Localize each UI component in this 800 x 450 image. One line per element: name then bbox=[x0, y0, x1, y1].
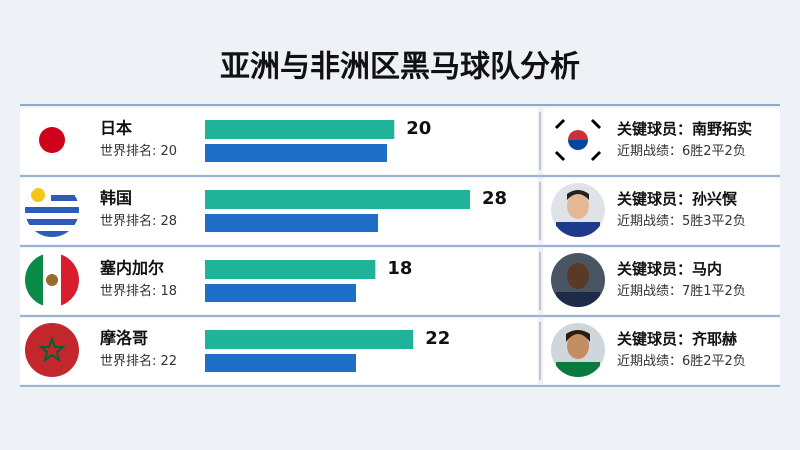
bar-label: 20 bbox=[406, 118, 431, 139]
rank-label: 世界排名: bbox=[100, 283, 161, 299]
rank-bar bbox=[205, 190, 470, 209]
player-label: 关键球员： bbox=[617, 260, 692, 278]
card-right bbox=[543, 318, 780, 384]
record-value: 6胜2平2负 bbox=[682, 144, 746, 159]
record-value: 6胜2平2负 bbox=[682, 354, 746, 369]
record-value: 7胜1平2负 bbox=[682, 284, 746, 299]
secondary-bar bbox=[205, 144, 387, 162]
recent-record: 近期战绩：6胜2平2负 bbox=[617, 354, 746, 369]
recent-record: 近期战绩：5胜3平2负 bbox=[617, 214, 746, 229]
card-right bbox=[543, 108, 780, 174]
rank-label: 世界排名: bbox=[100, 143, 161, 159]
card-left bbox=[20, 178, 538, 244]
flag-korea bbox=[551, 113, 605, 167]
rank-value: 20 bbox=[161, 144, 178, 159]
player-name: 马内 bbox=[692, 260, 722, 278]
bar-label: 28 bbox=[482, 188, 507, 209]
card-left bbox=[20, 108, 538, 174]
team-name: 日本 bbox=[100, 119, 132, 138]
flag-japan bbox=[25, 113, 79, 167]
rank-bar bbox=[205, 120, 395, 139]
secondary-bar bbox=[205, 284, 356, 302]
recent-record: 近期战绩：7胜1平2负 bbox=[617, 284, 746, 299]
player-name: 南野拓实 bbox=[692, 120, 752, 138]
flag-uruguay bbox=[25, 183, 79, 237]
record-label: 近期战绩： bbox=[617, 354, 682, 369]
team-name: 韩国 bbox=[100, 189, 132, 208]
world-rank: 世界排名: 22 bbox=[100, 353, 177, 369]
rank-bar bbox=[205, 330, 414, 349]
key-player: 关键球员：马内 bbox=[617, 260, 722, 278]
secondary-bar bbox=[205, 214, 378, 232]
flag-mexico bbox=[25, 253, 79, 307]
card-right bbox=[543, 248, 780, 314]
rank-label: 世界排名: bbox=[100, 213, 161, 229]
bar-label: 18 bbox=[387, 258, 412, 279]
world-rank: 世界排名: 20 bbox=[100, 143, 177, 159]
key-player: 关键球员：孙兴慏 bbox=[617, 190, 737, 208]
rank-value: 22 bbox=[161, 354, 178, 369]
team-name: 塞内加尔 bbox=[100, 259, 164, 278]
secondary-bar bbox=[205, 354, 356, 372]
rank-label: 世界排名: bbox=[100, 353, 161, 369]
card-right bbox=[543, 178, 780, 244]
player-photo bbox=[551, 183, 605, 237]
rank-value: 28 bbox=[161, 214, 178, 229]
key-player: 关键球员：齐耶赫 bbox=[617, 330, 737, 348]
team-name: 摩洛哥 bbox=[100, 329, 148, 348]
record-value: 5胜3平2负 bbox=[682, 214, 746, 229]
bar-label: 22 bbox=[425, 328, 450, 349]
rank-bar bbox=[205, 260, 376, 279]
record-label: 近期战绩： bbox=[617, 214, 682, 229]
record-label: 近期战绩： bbox=[617, 284, 682, 299]
player-label: 关键球员： bbox=[617, 190, 692, 208]
flag-morocco bbox=[25, 323, 79, 377]
card-left bbox=[20, 318, 538, 384]
player-label: 关键球员： bbox=[617, 120, 692, 138]
player-photo bbox=[551, 253, 605, 307]
title: 亚洲与非洲区黑马球队分析 bbox=[220, 50, 580, 85]
recent-record: 近期战绩：6胜2平2负 bbox=[617, 144, 746, 159]
player-name: 孙兴慏 bbox=[692, 190, 737, 208]
player-photo bbox=[551, 323, 605, 377]
rank-value: 18 bbox=[161, 284, 178, 299]
player-name: 齐耶赫 bbox=[692, 330, 737, 348]
key-player: 关键球员：南野拓实 bbox=[617, 120, 752, 138]
world-rank: 世界排名: 28 bbox=[100, 213, 177, 229]
record-label: 近期战绩： bbox=[617, 144, 682, 159]
player-label: 关键球员： bbox=[617, 330, 692, 348]
world-rank: 世界排名: 18 bbox=[100, 283, 177, 299]
card-left bbox=[20, 248, 538, 314]
